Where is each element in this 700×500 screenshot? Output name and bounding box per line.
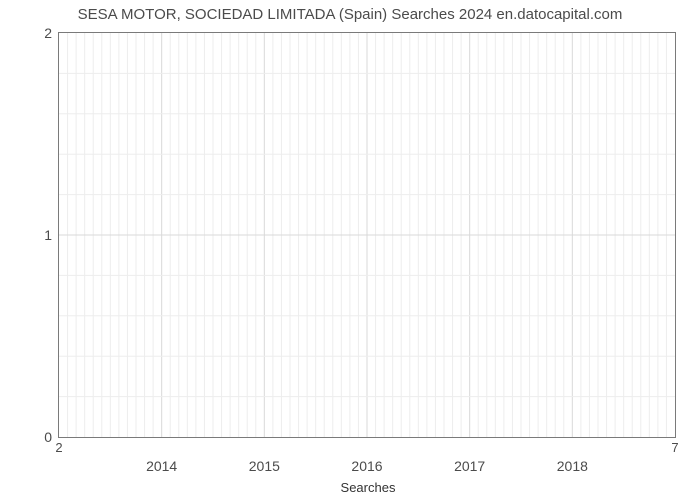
y-tick-label: 0 [12,429,52,445]
x-tick-label: 2018 [557,458,588,474]
x-tick-label: 2017 [454,458,485,474]
legend: Searches [0,480,700,495]
y-tick-label: 1 [12,227,52,243]
plot-area [58,32,676,438]
x-tick-label: 2015 [249,458,280,474]
legend-label: Searches [341,480,396,495]
secondary-x-left: 2 [55,440,62,455]
secondary-x-right: 7 [671,440,678,455]
legend-swatch [305,486,333,490]
y-tick-label: 2 [12,25,52,41]
x-tick-label: 2014 [146,458,177,474]
x-tick-label: 2016 [351,458,382,474]
chart-title: SESA MOTOR, SOCIEDAD LIMITADA (Spain) Se… [0,6,700,23]
chart-svg [59,33,675,437]
